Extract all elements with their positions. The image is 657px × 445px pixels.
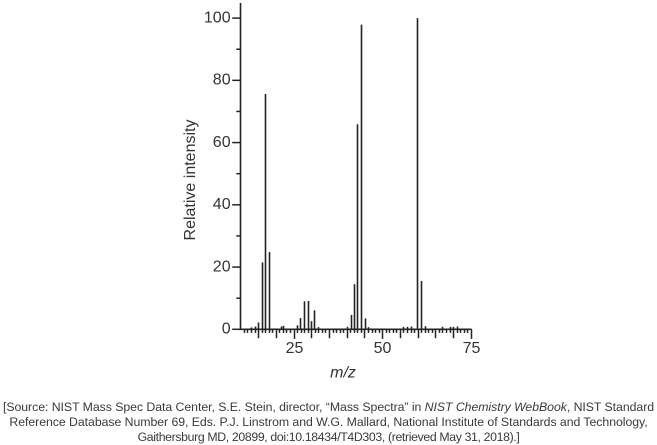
svg-text:20: 20 — [213, 258, 231, 275]
svg-text:Relative intensity: Relative intensity — [182, 120, 199, 241]
svg-text:0: 0 — [222, 321, 231, 338]
svg-text:m/z: m/z — [330, 365, 356, 382]
svg-text:40: 40 — [213, 196, 231, 213]
svg-text:50: 50 — [374, 340, 392, 357]
svg-text:25: 25 — [286, 340, 304, 357]
svg-text:80: 80 — [213, 72, 231, 89]
svg-text:100: 100 — [204, 9, 231, 26]
svg-text:60: 60 — [213, 134, 231, 151]
svg-text:75: 75 — [463, 340, 481, 357]
